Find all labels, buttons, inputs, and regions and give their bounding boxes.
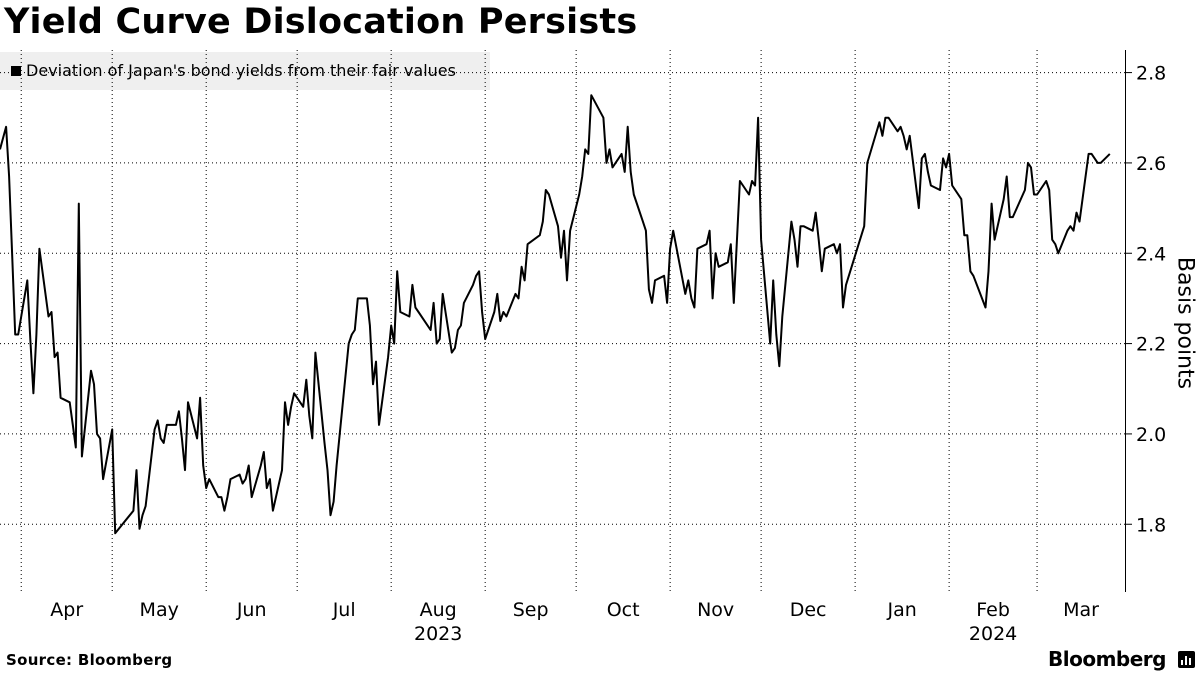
- x-tick-label: Jan: [886, 599, 916, 621]
- y-tick-label: 2.2: [1136, 334, 1166, 356]
- source-note: Source: Bloomberg: [6, 651, 173, 669]
- x-tick-label: Dec: [790, 599, 827, 621]
- x-year-label: 2023: [414, 623, 462, 645]
- bloomberg-chart-icon: [1178, 651, 1195, 668]
- legend-label: Deviation of Japan's bond yields from th…: [26, 61, 456, 80]
- y-tick-label: 2.8: [1136, 63, 1166, 85]
- legend: Deviation of Japan's bond yields from th…: [0, 52, 490, 90]
- chart-title: Yield Curve Dislocation Persists: [4, 2, 638, 42]
- y-axis-label: Basis points: [1170, 248, 1200, 398]
- series-line-0: [0, 94, 1111, 535]
- x-tick-label: Apr: [50, 599, 83, 621]
- bloomberg-logo: Bloomberg: [1048, 647, 1166, 671]
- x-tick-label: Jun: [236, 599, 267, 621]
- x-year-label: 2024: [969, 623, 1017, 645]
- x-tick-label: Nov: [697, 599, 734, 621]
- legend-swatch: [11, 66, 21, 76]
- x-tick-label: Aug: [420, 599, 457, 621]
- y-tick-label: 1.8: [1136, 514, 1166, 536]
- y-tick-label: 2.0: [1136, 424, 1166, 446]
- x-tick-label: Sep: [513, 599, 549, 621]
- x-tick-label: Oct: [607, 599, 640, 621]
- x-tick-label: Mar: [1063, 599, 1099, 621]
- y-axis-label-text: Basis points: [1172, 256, 1198, 390]
- x-tick-label: May: [140, 599, 179, 621]
- y-tick-label: 2.6: [1136, 153, 1166, 175]
- y-tick-label: 2.4: [1136, 243, 1166, 265]
- x-tick-label: Feb: [976, 599, 1010, 621]
- x-tick-label: Jul: [332, 599, 356, 621]
